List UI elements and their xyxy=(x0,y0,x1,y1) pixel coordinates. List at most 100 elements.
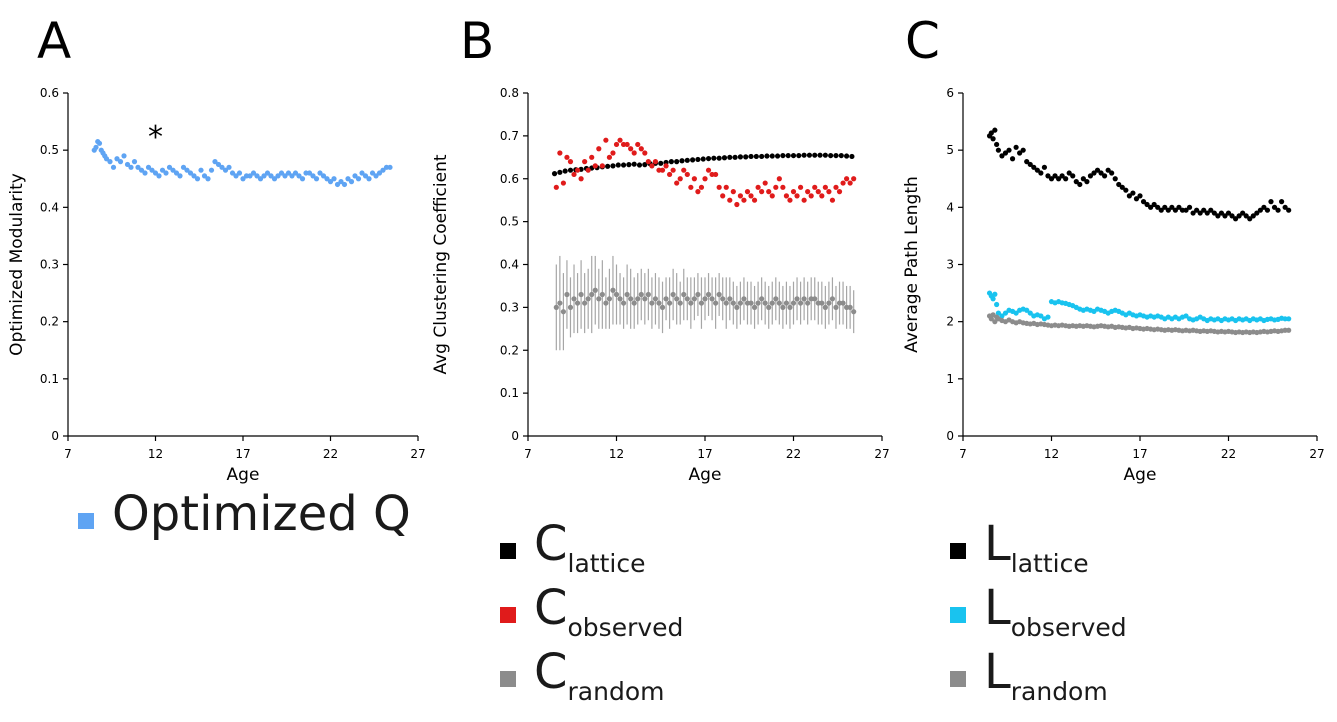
data-point xyxy=(338,179,344,185)
legend-label: Crandom xyxy=(534,644,664,706)
data-point xyxy=(163,170,169,176)
data-point xyxy=(1286,207,1292,213)
data-point xyxy=(741,197,747,203)
data-point xyxy=(1215,213,1221,219)
data-point xyxy=(1162,204,1168,210)
data-point xyxy=(226,164,232,170)
data-point xyxy=(732,154,738,160)
data-point xyxy=(592,287,598,293)
data-point xyxy=(582,300,588,306)
data-point xyxy=(264,170,271,176)
data-point xyxy=(1059,173,1065,179)
data-point xyxy=(145,164,152,170)
data-point xyxy=(1024,159,1030,165)
data-point xyxy=(1151,201,1157,208)
data-point xyxy=(1140,199,1147,205)
y-tick-label: 0.5 xyxy=(40,143,59,157)
data-point xyxy=(780,152,786,159)
data-point xyxy=(819,193,825,199)
y-axis-title: Average Path Length xyxy=(902,176,922,353)
data-point xyxy=(1002,310,1009,316)
data-point xyxy=(149,167,155,173)
data-point xyxy=(1257,207,1263,213)
data-point xyxy=(769,300,775,306)
data-point xyxy=(812,184,818,190)
data-point xyxy=(688,184,694,190)
data-point xyxy=(783,193,790,199)
data-point xyxy=(289,173,295,179)
data-point xyxy=(605,163,611,169)
data-point xyxy=(659,167,666,173)
data-point xyxy=(730,300,736,306)
x-tick-label: 7 xyxy=(64,447,72,461)
data-point xyxy=(571,171,577,178)
x-axis-title: Age xyxy=(689,465,722,485)
data-point xyxy=(759,153,765,160)
legend-label-main: L xyxy=(984,580,1011,636)
data-point xyxy=(766,189,772,195)
data-point xyxy=(278,170,285,176)
data-point xyxy=(567,167,574,173)
legend-swatch xyxy=(500,607,516,623)
legend-entry: Llattice xyxy=(950,516,1089,578)
data-point xyxy=(1229,213,1235,219)
data-point xyxy=(170,167,176,173)
data-point xyxy=(194,176,201,182)
data-point xyxy=(705,167,712,173)
data-point xyxy=(1240,210,1246,216)
data-point xyxy=(826,300,832,306)
data-point xyxy=(187,170,194,176)
series-lrandom xyxy=(986,312,1292,336)
data-point xyxy=(1063,176,1069,182)
legend-entry: Crandom xyxy=(500,644,664,706)
data-point xyxy=(833,152,839,159)
data-point xyxy=(1123,187,1129,193)
data-point xyxy=(589,154,595,160)
data-point xyxy=(376,170,383,176)
data-point xyxy=(603,300,609,306)
data-point xyxy=(635,296,641,302)
data-point xyxy=(135,164,141,170)
data-point xyxy=(847,180,853,186)
x-tick-label: 12 xyxy=(609,447,624,461)
data-point xyxy=(1232,216,1239,222)
data-point xyxy=(142,170,148,176)
data-point xyxy=(1126,193,1132,199)
data-point xyxy=(681,167,687,173)
panel-b: B 0 0.1 0.2 0.3 0.4 0.5 0.6 0.7 0.8 7 12 17 22 27 Age Av… xyxy=(431,12,890,485)
data-point xyxy=(1038,170,1044,176)
data-point xyxy=(1204,210,1210,216)
data-point xyxy=(1006,147,1012,153)
data-point xyxy=(1087,173,1094,179)
data-point xyxy=(306,170,313,176)
data-point xyxy=(331,176,337,182)
data-point xyxy=(551,171,558,177)
data-point xyxy=(1183,207,1189,213)
data-point xyxy=(737,193,744,199)
data-point xyxy=(674,159,680,165)
data-point xyxy=(990,136,996,142)
data-point xyxy=(320,173,327,179)
data-point xyxy=(812,296,818,302)
legend-label: Lobserved xyxy=(984,580,1127,642)
data-point xyxy=(734,201,740,208)
data-point xyxy=(642,296,648,302)
data-point xyxy=(1254,210,1260,216)
series-llattice xyxy=(986,127,1292,222)
data-point xyxy=(851,176,857,182)
data-point xyxy=(613,141,620,148)
data-point xyxy=(1148,204,1154,210)
y-tick-label: 0.1 xyxy=(40,372,59,386)
data-point xyxy=(268,173,274,179)
data-point xyxy=(783,300,790,306)
data-point xyxy=(1031,164,1037,170)
data-point xyxy=(107,159,113,165)
x-tick-label: 27 xyxy=(1309,447,1324,461)
data-point xyxy=(1158,207,1164,213)
data-point xyxy=(631,161,637,167)
data-point xyxy=(751,304,758,310)
legend-swatch xyxy=(78,513,94,529)
data-point xyxy=(755,300,761,306)
data-point xyxy=(808,193,814,199)
data-point xyxy=(628,146,634,152)
